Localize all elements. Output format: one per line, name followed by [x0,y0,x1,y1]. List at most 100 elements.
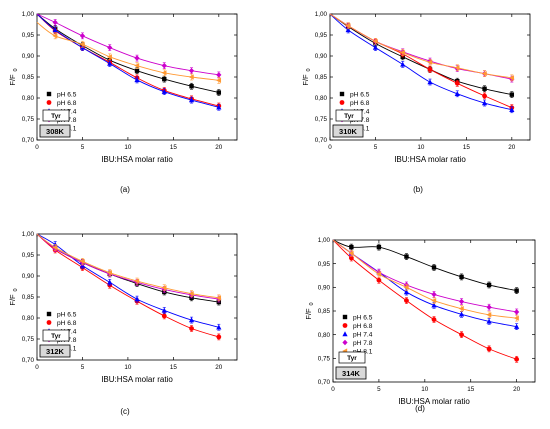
legend-marker [342,339,348,346]
data-point [216,72,222,78]
x-tick-label: 15 [170,364,178,371]
legend-marker [342,323,348,328]
data-point [509,92,515,97]
data-point [372,44,379,50]
y-axis-label-group: F/F 0 [304,302,315,319]
y-tick-label: 1,00 [22,231,35,238]
y-tick-label: 0,90 [315,53,328,60]
series-ph-7-8 [329,13,515,83]
y-tick-label: 0,90 [22,273,35,280]
data-point [106,270,112,276]
probe-label-box [335,109,363,122]
y-tick-label: 0,85 [22,74,35,81]
x-tick-label: 20 [215,144,223,151]
data-point [216,295,222,301]
series-line [36,233,219,338]
y-tick-label: 0,85 [315,74,328,81]
data-point [52,33,58,39]
data-point [345,27,351,33]
panel-caption: (c) [120,407,130,416]
data-point [481,100,488,106]
series-line [36,13,219,93]
probe-label-box [42,109,70,122]
x-tick-label: 20 [513,386,521,393]
probe-label-box [338,351,366,364]
series-ph-8-1 [36,22,222,84]
y-axis-label-subscript: 0 [306,68,312,71]
x-tick-label: 5 [81,364,85,371]
data-point [431,291,437,298]
legend-label: pH 7.4 [353,331,373,338]
legend-marker [342,314,348,320]
data-point [216,104,222,110]
data-point [349,244,354,250]
y-tick-label: 0,90 [318,285,331,292]
data-point [514,323,520,329]
data-point [514,288,519,293]
data-point [376,244,382,250]
series-ph-6-5 [332,239,519,294]
series-line [36,233,219,300]
data-point [431,297,437,304]
data-point [486,304,492,311]
x-axis-label: IBU:HSA molar ratio [398,397,470,406]
y-tick-label: 0,95 [315,32,328,39]
y-axis-label-group: F/F 0 [8,288,19,305]
x-tick-label: 15 [463,144,471,151]
data-point [134,278,140,284]
y-tick-label: 0,95 [22,252,35,259]
panel-caption: (d) [415,404,425,413]
data-point [454,91,460,96]
data-point [481,71,487,77]
data-point [162,76,167,82]
series-line [329,13,512,80]
data-point [134,68,140,73]
x-tick-label: 10 [124,364,132,371]
data-point [134,77,140,83]
legend-marker [46,320,52,325]
legend-label: pH 6.5 [350,91,370,98]
y-axis-label-subscript: 0 [309,302,315,305]
data-point [161,62,167,69]
data-point [431,302,437,308]
data-point [134,296,140,302]
data-point [376,271,382,277]
series-ph-8-1 [332,239,519,322]
data-point [509,106,515,112]
data-point [459,274,464,280]
temperature-label: 312K [46,347,65,356]
data-point [106,54,112,60]
y-tick-label: 0,80 [318,332,331,339]
y-tick-label: 0,75 [315,116,328,123]
data-point [458,311,465,317]
x-tick-label: 0 [331,386,335,393]
temperature-label: 310K [339,127,358,136]
legend-label: pH 6.5 [57,311,77,318]
y-axis-label-subscript: 0 [13,68,19,71]
legend-label: pH 6.8 [350,100,370,107]
series-ph-6-5 [329,13,515,98]
data-point [486,282,492,288]
x-tick-label: 0 [328,144,332,151]
y-tick-label: 0,95 [318,261,331,268]
temperature-label-box [39,124,71,138]
data-point [79,41,85,47]
y-axis-label-subscript: 0 [13,288,19,291]
y-tick-label: 0,70 [315,137,328,144]
data-point [79,258,85,264]
y-tick-label: 0,75 [22,336,35,343]
chart-panel-2: 0,70 0,75 0,80 0,85 0,90 0,95 1,00 0 5 10 15 20 IBU:… [301,11,531,194]
data-point [161,307,167,313]
data-point [486,312,492,318]
data-point [431,317,437,322]
data-point [161,70,167,76]
y-tick-label: 0,95 [22,32,35,39]
data-point [404,298,409,303]
data-point [188,291,194,297]
data-point [403,289,410,295]
data-point [216,334,222,340]
legend-marker [46,100,52,105]
data-point [107,60,113,66]
legend: pH 6.5pH 6.8pH 7.4pH 7.8pH 8.1 [342,314,373,355]
